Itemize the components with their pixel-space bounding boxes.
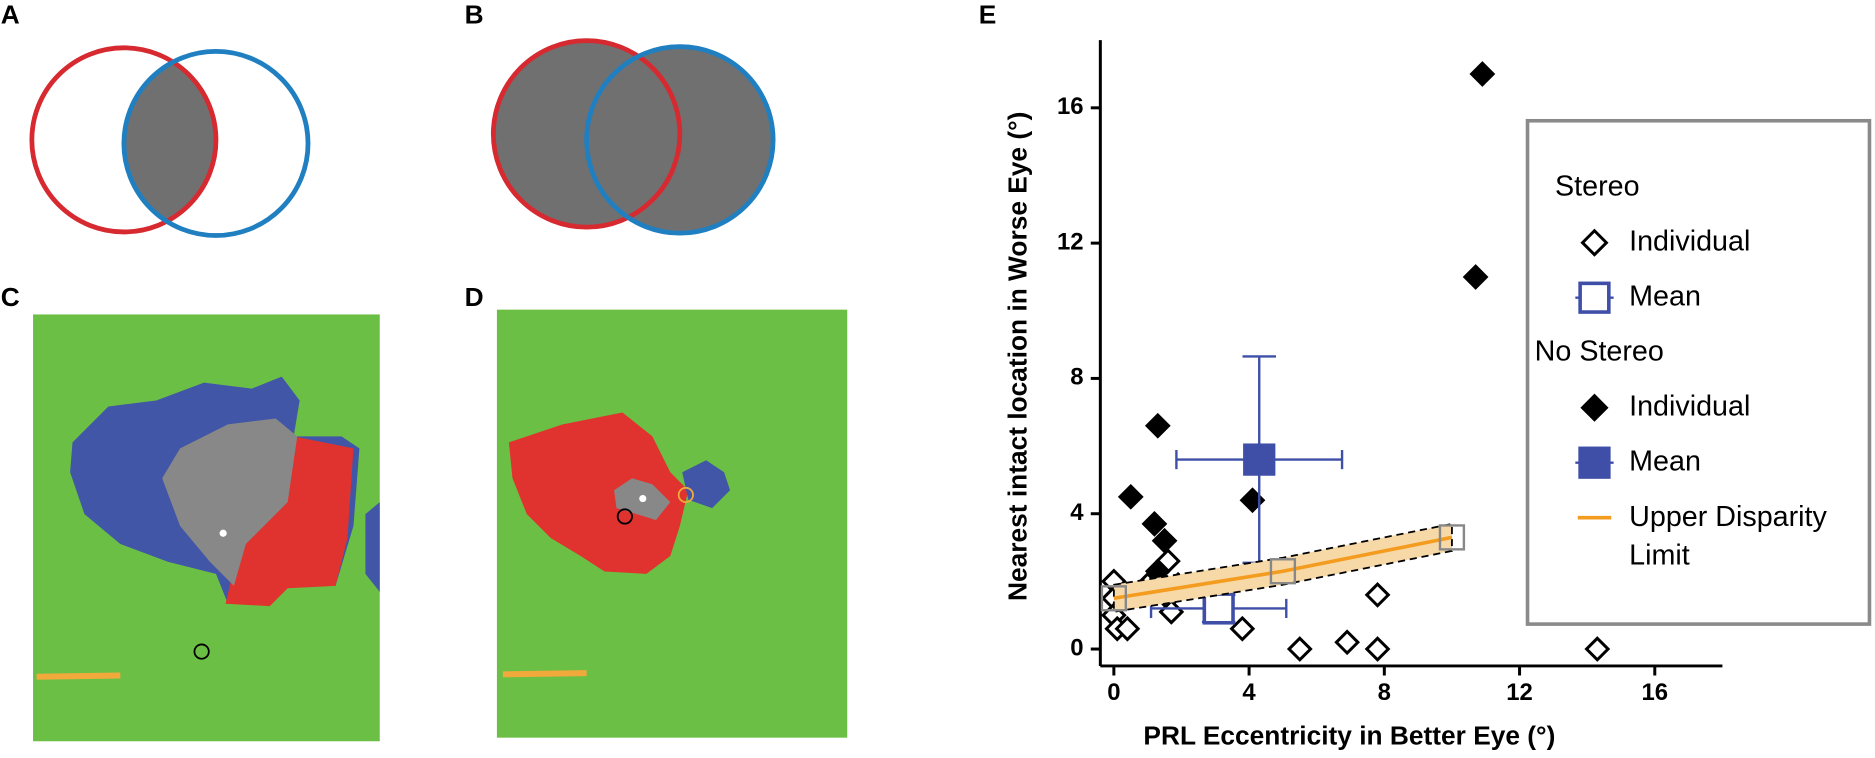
prl-marker bbox=[193, 643, 210, 660]
blue-circle bbox=[584, 44, 776, 236]
legend-heading: No Stereo bbox=[1535, 335, 1664, 367]
prl-marker bbox=[677, 486, 694, 504]
data-point bbox=[1364, 636, 1391, 662]
scale-bar bbox=[502, 670, 587, 678]
y-tick-label: 12 bbox=[1057, 228, 1084, 255]
legend-label: Mean bbox=[1629, 280, 1701, 312]
data-point bbox=[1141, 510, 1168, 537]
overlap bbox=[123, 51, 216, 232]
panel-label: C bbox=[1, 282, 20, 312]
line-point bbox=[1269, 558, 1297, 585]
confidence-band bbox=[1112, 522, 1453, 613]
panel-label: B bbox=[465, 0, 484, 30]
x-tick-label: 4 bbox=[1242, 679, 1256, 706]
x-tick-label: 12 bbox=[1506, 679, 1533, 706]
panel-label: D bbox=[465, 282, 484, 312]
overlap-region bbox=[162, 418, 298, 586]
data-point bbox=[1229, 615, 1256, 642]
trend-line bbox=[1113, 535, 1453, 601]
legend-box bbox=[1525, 118, 1872, 626]
x-tick-label: 16 bbox=[1641, 679, 1668, 706]
data-point bbox=[1334, 629, 1361, 656]
data-point bbox=[1117, 483, 1144, 510]
data-point bbox=[1114, 615, 1141, 642]
data-point bbox=[1462, 264, 1489, 290]
data-point bbox=[1469, 61, 1496, 87]
data-point bbox=[1286, 636, 1313, 662]
line-point bbox=[1100, 585, 1128, 612]
line-point bbox=[1438, 524, 1466, 551]
data-point bbox=[1584, 636, 1611, 662]
legend-swatch bbox=[1580, 228, 1609, 257]
y-axis-title: Nearest intact location in Worse Eye (°) bbox=[1002, 112, 1032, 601]
scotoma-red bbox=[225, 436, 354, 607]
legend-label: Individual bbox=[1629, 225, 1750, 257]
legend-label: Mean bbox=[1629, 445, 1701, 477]
data-point bbox=[1144, 412, 1171, 439]
data-point bbox=[1364, 582, 1391, 608]
legend-label: Individual bbox=[1629, 390, 1750, 422]
legend-swatch bbox=[1578, 446, 1611, 479]
mean-point bbox=[1243, 443, 1276, 476]
scale-bar bbox=[36, 672, 121, 680]
x-axis-title: PRL Eccentricity in Better Eye (°) bbox=[1143, 721, 1555, 751]
scotoma-red bbox=[508, 412, 689, 574]
legend-swatch bbox=[1580, 393, 1609, 422]
red-circle bbox=[490, 38, 683, 230]
legend-label: Upper Disparity Limit bbox=[1629, 500, 1827, 572]
mean-point bbox=[1202, 592, 1235, 625]
blue-circle bbox=[121, 49, 311, 238]
y-tick-label: 4 bbox=[1070, 499, 1084, 526]
y-tick-label: 0 bbox=[1070, 634, 1083, 661]
legend-swatch bbox=[1578, 281, 1611, 314]
y-tick-label: 8 bbox=[1070, 364, 1083, 391]
scotoma-blue bbox=[682, 460, 731, 509]
scotoma-blue bbox=[365, 502, 380, 592]
data-point bbox=[1151, 527, 1178, 554]
x-tick-label: 0 bbox=[1107, 679, 1120, 706]
panel-label: A bbox=[1, 0, 20, 30]
fixation bbox=[639, 494, 647, 503]
legend-label-box: Upper Disparity Limit bbox=[1629, 500, 1827, 572]
y-tick-label: 16 bbox=[1057, 93, 1084, 120]
x-tick-label: 8 bbox=[1378, 679, 1391, 706]
red-circle bbox=[29, 45, 219, 235]
panel-label: E bbox=[979, 0, 997, 30]
legend-heading: Stereo bbox=[1555, 170, 1640, 202]
prl-marker bbox=[616, 508, 633, 525]
fixation bbox=[219, 529, 227, 537]
